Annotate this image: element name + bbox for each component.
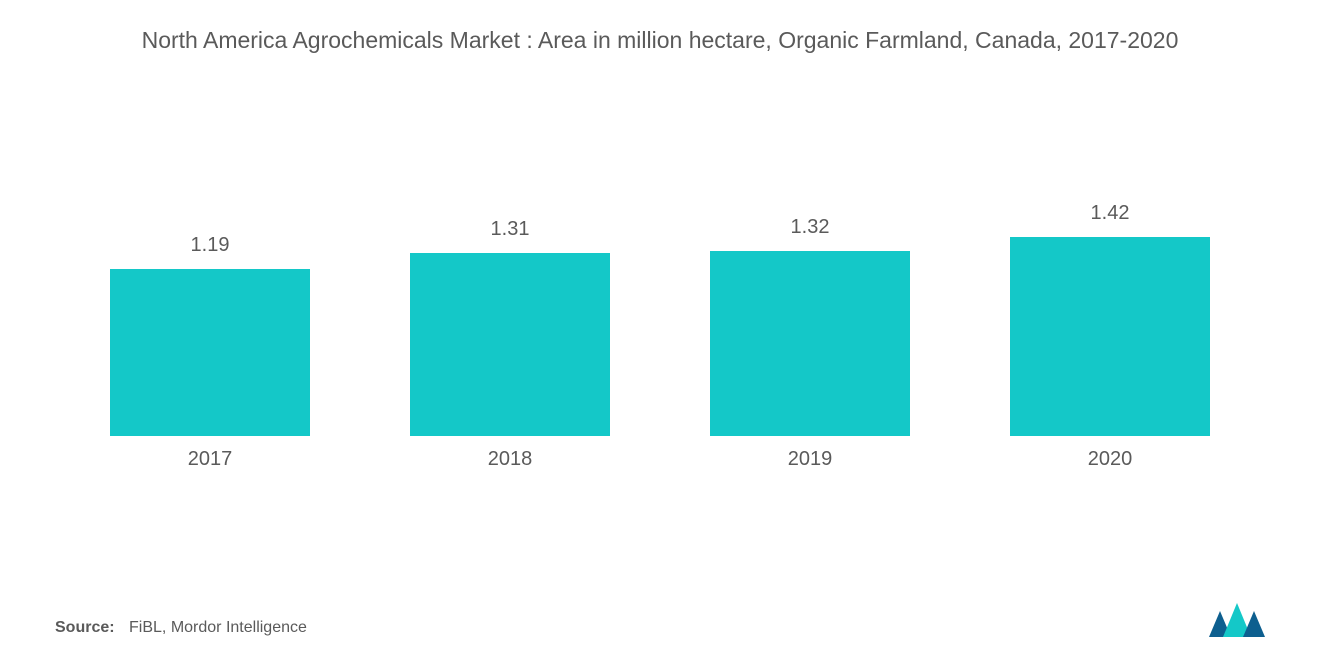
bar-value-1: 1.31 — [491, 218, 530, 241]
bar-group-0: 1.19 — [78, 234, 342, 436]
chart-area: 1.19 1.31 1.32 1.42 2017 2018 2019 2020 — [40, 106, 1280, 536]
bar-label-3: 2020 — [978, 448, 1242, 471]
bar-rect-2 — [710, 251, 910, 436]
bar-group-3: 1.42 — [978, 202, 1242, 436]
labels-row: 2017 2018 2019 2020 — [40, 436, 1280, 471]
bar-group-2: 1.32 — [678, 216, 942, 436]
mordor-logo-svg — [1209, 603, 1265, 637]
source-text: FiBL, Mordor Intelligence — [129, 619, 307, 636]
bar-label-2: 2019 — [678, 448, 942, 471]
bar-group-1: 1.31 — [378, 218, 642, 436]
footer: Source: FiBL, Mordor Intelligence — [55, 603, 1265, 637]
source-label: Source: — [55, 619, 115, 636]
source-line: Source: FiBL, Mordor Intelligence — [55, 619, 307, 637]
bar-rect-0 — [110, 269, 310, 436]
bar-label-0: 2017 — [78, 448, 342, 471]
bar-rect-3 — [1010, 237, 1210, 436]
bar-value-3: 1.42 — [1091, 202, 1130, 225]
bars-row: 1.19 1.31 1.32 1.42 — [40, 106, 1280, 436]
bar-value-0: 1.19 — [191, 234, 230, 257]
chart-title: North America Agrochemicals Market : Are… — [40, 20, 1280, 56]
bar-label-1: 2018 — [378, 448, 642, 471]
mordor-logo-icon — [1209, 603, 1265, 637]
chart-container: North America Agrochemicals Market : Are… — [0, 0, 1320, 665]
bar-value-2: 1.32 — [791, 216, 830, 239]
bar-rect-1 — [410, 253, 610, 436]
